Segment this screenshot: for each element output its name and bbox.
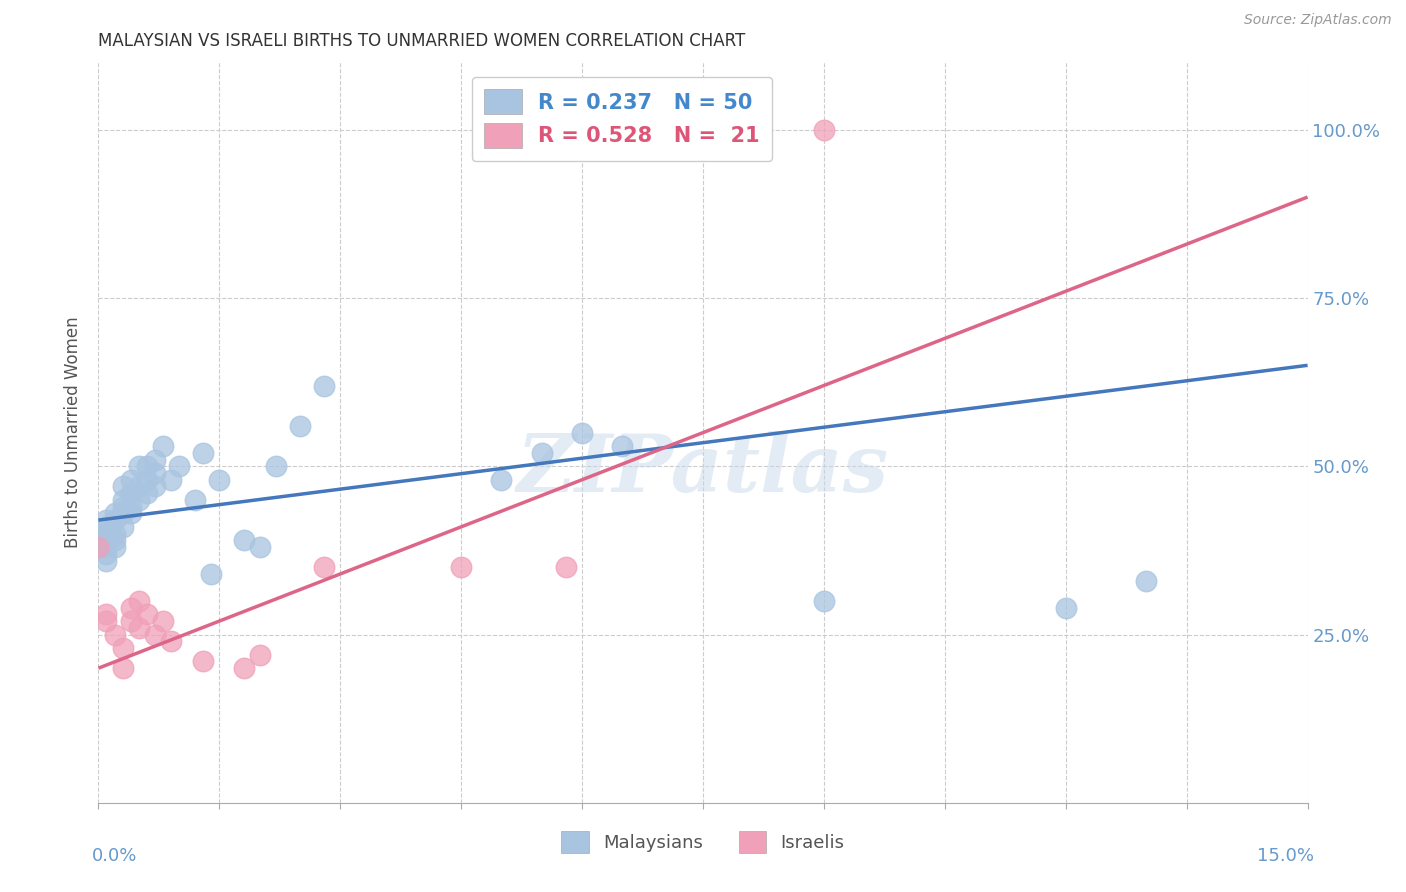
Point bbox=[143, 627, 166, 641]
Point bbox=[87, 540, 110, 554]
Point bbox=[167, 459, 190, 474]
Point bbox=[120, 473, 142, 487]
Point bbox=[249, 540, 271, 554]
Point bbox=[87, 540, 110, 554]
Point bbox=[103, 513, 125, 527]
Point bbox=[128, 459, 150, 474]
Point bbox=[120, 507, 142, 521]
Point bbox=[96, 526, 118, 541]
Text: ZIPatlas: ZIPatlas bbox=[517, 431, 889, 508]
Point bbox=[111, 640, 134, 655]
Point bbox=[143, 479, 166, 493]
Point bbox=[103, 533, 125, 548]
Point bbox=[571, 425, 593, 440]
Point bbox=[1135, 574, 1157, 588]
Point bbox=[103, 507, 125, 521]
Point bbox=[96, 547, 118, 561]
Point bbox=[135, 473, 157, 487]
Point bbox=[111, 661, 134, 675]
Point bbox=[111, 520, 134, 534]
Point bbox=[135, 459, 157, 474]
Point bbox=[128, 479, 150, 493]
Point bbox=[160, 473, 183, 487]
Point bbox=[555, 560, 578, 574]
Point bbox=[491, 473, 513, 487]
Point bbox=[120, 614, 142, 628]
Point bbox=[111, 479, 134, 493]
Text: 0.0%: 0.0% bbox=[93, 847, 138, 865]
Point bbox=[193, 655, 215, 669]
Point bbox=[103, 540, 125, 554]
Point bbox=[87, 526, 110, 541]
Point bbox=[160, 634, 183, 648]
Point bbox=[120, 600, 142, 615]
Point bbox=[96, 614, 118, 628]
Point bbox=[813, 122, 835, 136]
Point bbox=[103, 627, 125, 641]
Point bbox=[1054, 600, 1077, 615]
Point bbox=[264, 459, 287, 474]
Point bbox=[120, 486, 142, 500]
Point bbox=[193, 446, 215, 460]
Y-axis label: Births to Unmarried Women: Births to Unmarried Women bbox=[65, 317, 83, 549]
Point bbox=[111, 507, 134, 521]
Point bbox=[111, 492, 134, 507]
Point bbox=[96, 513, 118, 527]
Point bbox=[128, 621, 150, 635]
Point bbox=[184, 492, 207, 507]
Point bbox=[96, 540, 118, 554]
Point bbox=[314, 560, 336, 574]
Point bbox=[152, 614, 174, 628]
Point bbox=[813, 594, 835, 608]
Point bbox=[612, 439, 634, 453]
Point bbox=[111, 500, 134, 514]
Point bbox=[135, 607, 157, 622]
Text: Source: ZipAtlas.com: Source: ZipAtlas.com bbox=[1244, 13, 1392, 28]
Point bbox=[143, 452, 166, 467]
Point bbox=[128, 594, 150, 608]
Point bbox=[135, 486, 157, 500]
Point bbox=[249, 648, 271, 662]
Text: 15.0%: 15.0% bbox=[1257, 847, 1313, 865]
Point bbox=[530, 446, 553, 460]
Point bbox=[152, 439, 174, 453]
Point bbox=[450, 560, 472, 574]
Point bbox=[96, 520, 118, 534]
Point bbox=[120, 500, 142, 514]
Point bbox=[96, 607, 118, 622]
Point bbox=[96, 553, 118, 567]
Point bbox=[232, 661, 254, 675]
Point bbox=[314, 378, 336, 392]
Point bbox=[200, 566, 222, 581]
Point bbox=[128, 492, 150, 507]
Point bbox=[232, 533, 254, 548]
Text: MALAYSIAN VS ISRAELI BIRTHS TO UNMARRIED WOMEN CORRELATION CHART: MALAYSIAN VS ISRAELI BIRTHS TO UNMARRIED… bbox=[98, 32, 745, 50]
Point bbox=[208, 473, 231, 487]
Legend: Malaysians, Israelis: Malaysians, Israelis bbox=[554, 824, 852, 861]
Point bbox=[143, 466, 166, 480]
Point bbox=[288, 418, 311, 433]
Point bbox=[103, 526, 125, 541]
